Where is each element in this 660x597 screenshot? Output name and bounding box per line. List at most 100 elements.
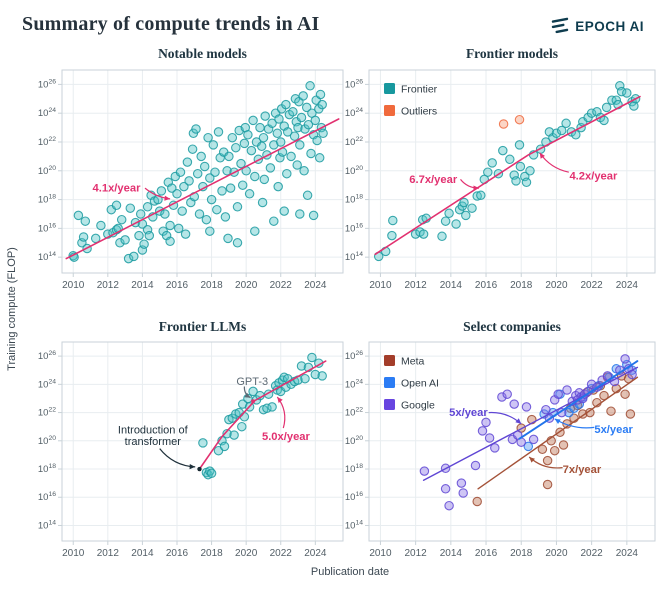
svg-text:2022: 2022 <box>270 280 293 291</box>
annotation-text: 5x/year <box>594 424 633 436</box>
panel-title-notable-models: Notable models <box>158 46 247 61</box>
annotation-arrowhead <box>164 195 171 201</box>
legend-label: Meta <box>401 356 425 368</box>
annotation-arrowhead <box>515 418 522 424</box>
brand-name: EPOCH AI <box>575 18 644 34</box>
svg-text:1016: 1016 <box>38 222 56 234</box>
svg-text:2014: 2014 <box>131 548 154 559</box>
svg-text:1022: 1022 <box>345 407 363 419</box>
svg-text:1014: 1014 <box>345 251 363 263</box>
x-axis-label: Publication date <box>310 566 390 578</box>
annotation-text: 5.0x/year <box>262 431 311 443</box>
panel-frontier-llms: 1014 1016 1018 1020 1022 1024 1026 2010 2012 2014… <box>38 341 344 559</box>
svg-text:2010: 2010 <box>369 280 392 291</box>
page-title: Summary of compute trends in AI <box>22 13 320 35</box>
brand-logo: EPOCH AI <box>551 17 644 35</box>
svg-text:2020: 2020 <box>545 280 568 291</box>
svg-text:2014: 2014 <box>131 280 154 291</box>
annotation-text: 6.7x/year <box>409 174 458 186</box>
svg-text:2012: 2012 <box>97 548 120 559</box>
legend-swatch <box>384 83 395 94</box>
trend-line <box>477 376 639 490</box>
legend-label: Outliers <box>401 106 437 118</box>
legend-swatch <box>384 377 395 388</box>
trend-line <box>374 95 641 256</box>
panel-title-frontier-llms: Frontier LLMs <box>158 319 247 334</box>
svg-text:1026: 1026 <box>345 350 363 362</box>
annotation-arrowhead <box>473 185 479 191</box>
svg-text:1016: 1016 <box>38 491 56 503</box>
annotation-arrowhead <box>277 397 283 403</box>
annotation-arrowhead <box>189 464 196 470</box>
annotation-text: 4.2x/year <box>569 170 618 182</box>
svg-text:2012: 2012 <box>405 280 428 291</box>
svg-text:2018: 2018 <box>510 280 533 291</box>
svg-text:2010: 2010 <box>62 548 85 559</box>
annotation-arrowhead <box>554 418 561 424</box>
svg-text:1024: 1024 <box>345 107 363 119</box>
svg-text:1020: 1020 <box>38 165 56 177</box>
svg-text:1018: 1018 <box>345 194 363 206</box>
svg-text:1024: 1024 <box>345 378 363 390</box>
svg-text:1018: 1018 <box>38 194 56 206</box>
svg-text:2024: 2024 <box>616 280 639 291</box>
panel-frontier-models: 1014 1016 1018 1020 1022 1024 1026 2010 2012 2014… <box>345 69 656 291</box>
svg-text:1024: 1024 <box>38 378 56 390</box>
svg-text:2012: 2012 <box>97 280 120 291</box>
svg-text:2016: 2016 <box>475 548 498 559</box>
trend-line <box>198 360 327 470</box>
svg-text:1018: 1018 <box>345 463 363 475</box>
svg-text:2016: 2016 <box>166 280 189 291</box>
annotation-arrowhead <box>529 457 535 463</box>
svg-text:2024: 2024 <box>304 548 327 559</box>
svg-text:2018: 2018 <box>510 548 533 559</box>
marker-dot <box>197 466 202 472</box>
panel-title-frontier-models: Frontier models <box>465 46 559 61</box>
svg-text:2014: 2014 <box>440 280 463 291</box>
legend-swatch <box>384 105 395 116</box>
svg-text:2022: 2022 <box>581 548 604 559</box>
series-outliers <box>498 114 525 129</box>
svg-text:2014: 2014 <box>440 548 463 559</box>
annotation-text: 7x/year <box>563 464 602 476</box>
svg-text:1022: 1022 <box>345 136 363 148</box>
svg-text:2024: 2024 <box>616 548 639 559</box>
svg-text:2020: 2020 <box>545 548 568 559</box>
svg-text:2018: 2018 <box>200 548 223 559</box>
svg-text:2010: 2010 <box>369 548 392 559</box>
marker-dot <box>251 399 256 404</box>
svg-text:2022: 2022 <box>581 280 604 291</box>
trend-line <box>65 118 340 260</box>
annotation-text: Introduction of transformer <box>118 425 189 449</box>
svg-text:1016: 1016 <box>345 222 363 234</box>
legend-swatch <box>384 355 395 366</box>
svg-text:1024: 1024 <box>38 107 56 119</box>
legend-label: Frontier <box>401 84 438 96</box>
svg-text:2012: 2012 <box>405 548 428 559</box>
svg-text:1014: 1014 <box>38 251 56 263</box>
panel-notable-models: 1014 1016 1018 1020 1022 1024 1026 2010 2012 2014… <box>38 69 344 291</box>
svg-text:1016: 1016 <box>345 491 363 503</box>
y-axis-label: Training compute (FLOP) <box>6 247 18 371</box>
svg-text:2016: 2016 <box>166 548 189 559</box>
svg-text:2018: 2018 <box>200 280 223 291</box>
annotation-text: 4.1x/year <box>93 183 142 195</box>
panel-select-companies: 1014 1016 1018 1020 1022 1024 1026 2010 2012 2014… <box>345 341 656 559</box>
epoch-logo-icon <box>552 17 569 34</box>
annotation-text: 5x/year <box>449 407 488 419</box>
legend-label: Open AI <box>401 378 439 390</box>
panel-title-select-companies: Select companies <box>463 319 561 334</box>
svg-text:1022: 1022 <box>38 407 56 419</box>
svg-text:1026: 1026 <box>38 350 56 362</box>
trend-line <box>422 366 639 481</box>
svg-text:1020: 1020 <box>345 165 363 177</box>
annotation-arrowhead <box>244 392 251 398</box>
svg-text:1026: 1026 <box>38 78 56 90</box>
svg-text:2016: 2016 <box>475 280 498 291</box>
svg-text:1014: 1014 <box>38 519 56 531</box>
legend-label: Google <box>401 400 435 412</box>
svg-text:1020: 1020 <box>38 435 56 447</box>
legend-swatch <box>384 399 395 410</box>
